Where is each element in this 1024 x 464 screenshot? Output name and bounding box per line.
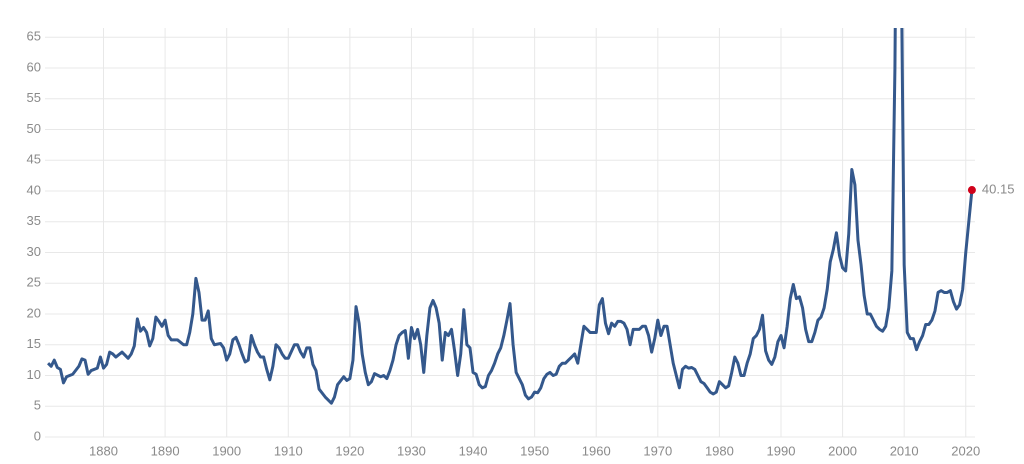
y-tick-label: 25 — [27, 275, 41, 290]
y-tick-label: 20 — [27, 305, 41, 320]
x-tick-label: 1920 — [335, 443, 364, 458]
y-tick-label: 15 — [27, 336, 41, 351]
x-tick-label: 1890 — [151, 443, 180, 458]
x-tick-label: 1930 — [397, 443, 426, 458]
x-tick-label: 1900 — [212, 443, 241, 458]
x-tick-label: 1970 — [643, 443, 672, 458]
x-tick-label: 1990 — [767, 443, 796, 458]
y-tick-label: 5 — [34, 398, 41, 413]
y-tick-label: 40 — [27, 182, 41, 197]
y-tick-label: 35 — [27, 213, 41, 228]
y-tick-label: 30 — [27, 244, 41, 259]
last-value-label: 40.15 — [982, 181, 1015, 196]
y-tick-label: 0 — [34, 428, 41, 443]
x-tick-label: 1910 — [274, 443, 303, 458]
y-tick-label: 45 — [27, 152, 41, 167]
x-tick-label: 1950 — [520, 443, 549, 458]
x-tick-label: 2010 — [890, 443, 919, 458]
x-tick-label: 2020 — [951, 443, 980, 458]
x-tick-label: 2000 — [828, 443, 857, 458]
y-tick-label: 65 — [27, 29, 41, 44]
y-tick-label: 55 — [27, 90, 41, 105]
x-tick-label: 1960 — [582, 443, 611, 458]
y-tick-label: 60 — [27, 59, 41, 74]
x-tick-label: 1880 — [89, 443, 118, 458]
y-tick-label: 10 — [27, 367, 41, 382]
last-point-marker — [967, 186, 976, 195]
x-tick-label: 1940 — [459, 443, 488, 458]
y-tick-label: 50 — [27, 121, 41, 136]
data-line — [47, 28, 974, 405]
x-tick-label: 1980 — [705, 443, 734, 458]
